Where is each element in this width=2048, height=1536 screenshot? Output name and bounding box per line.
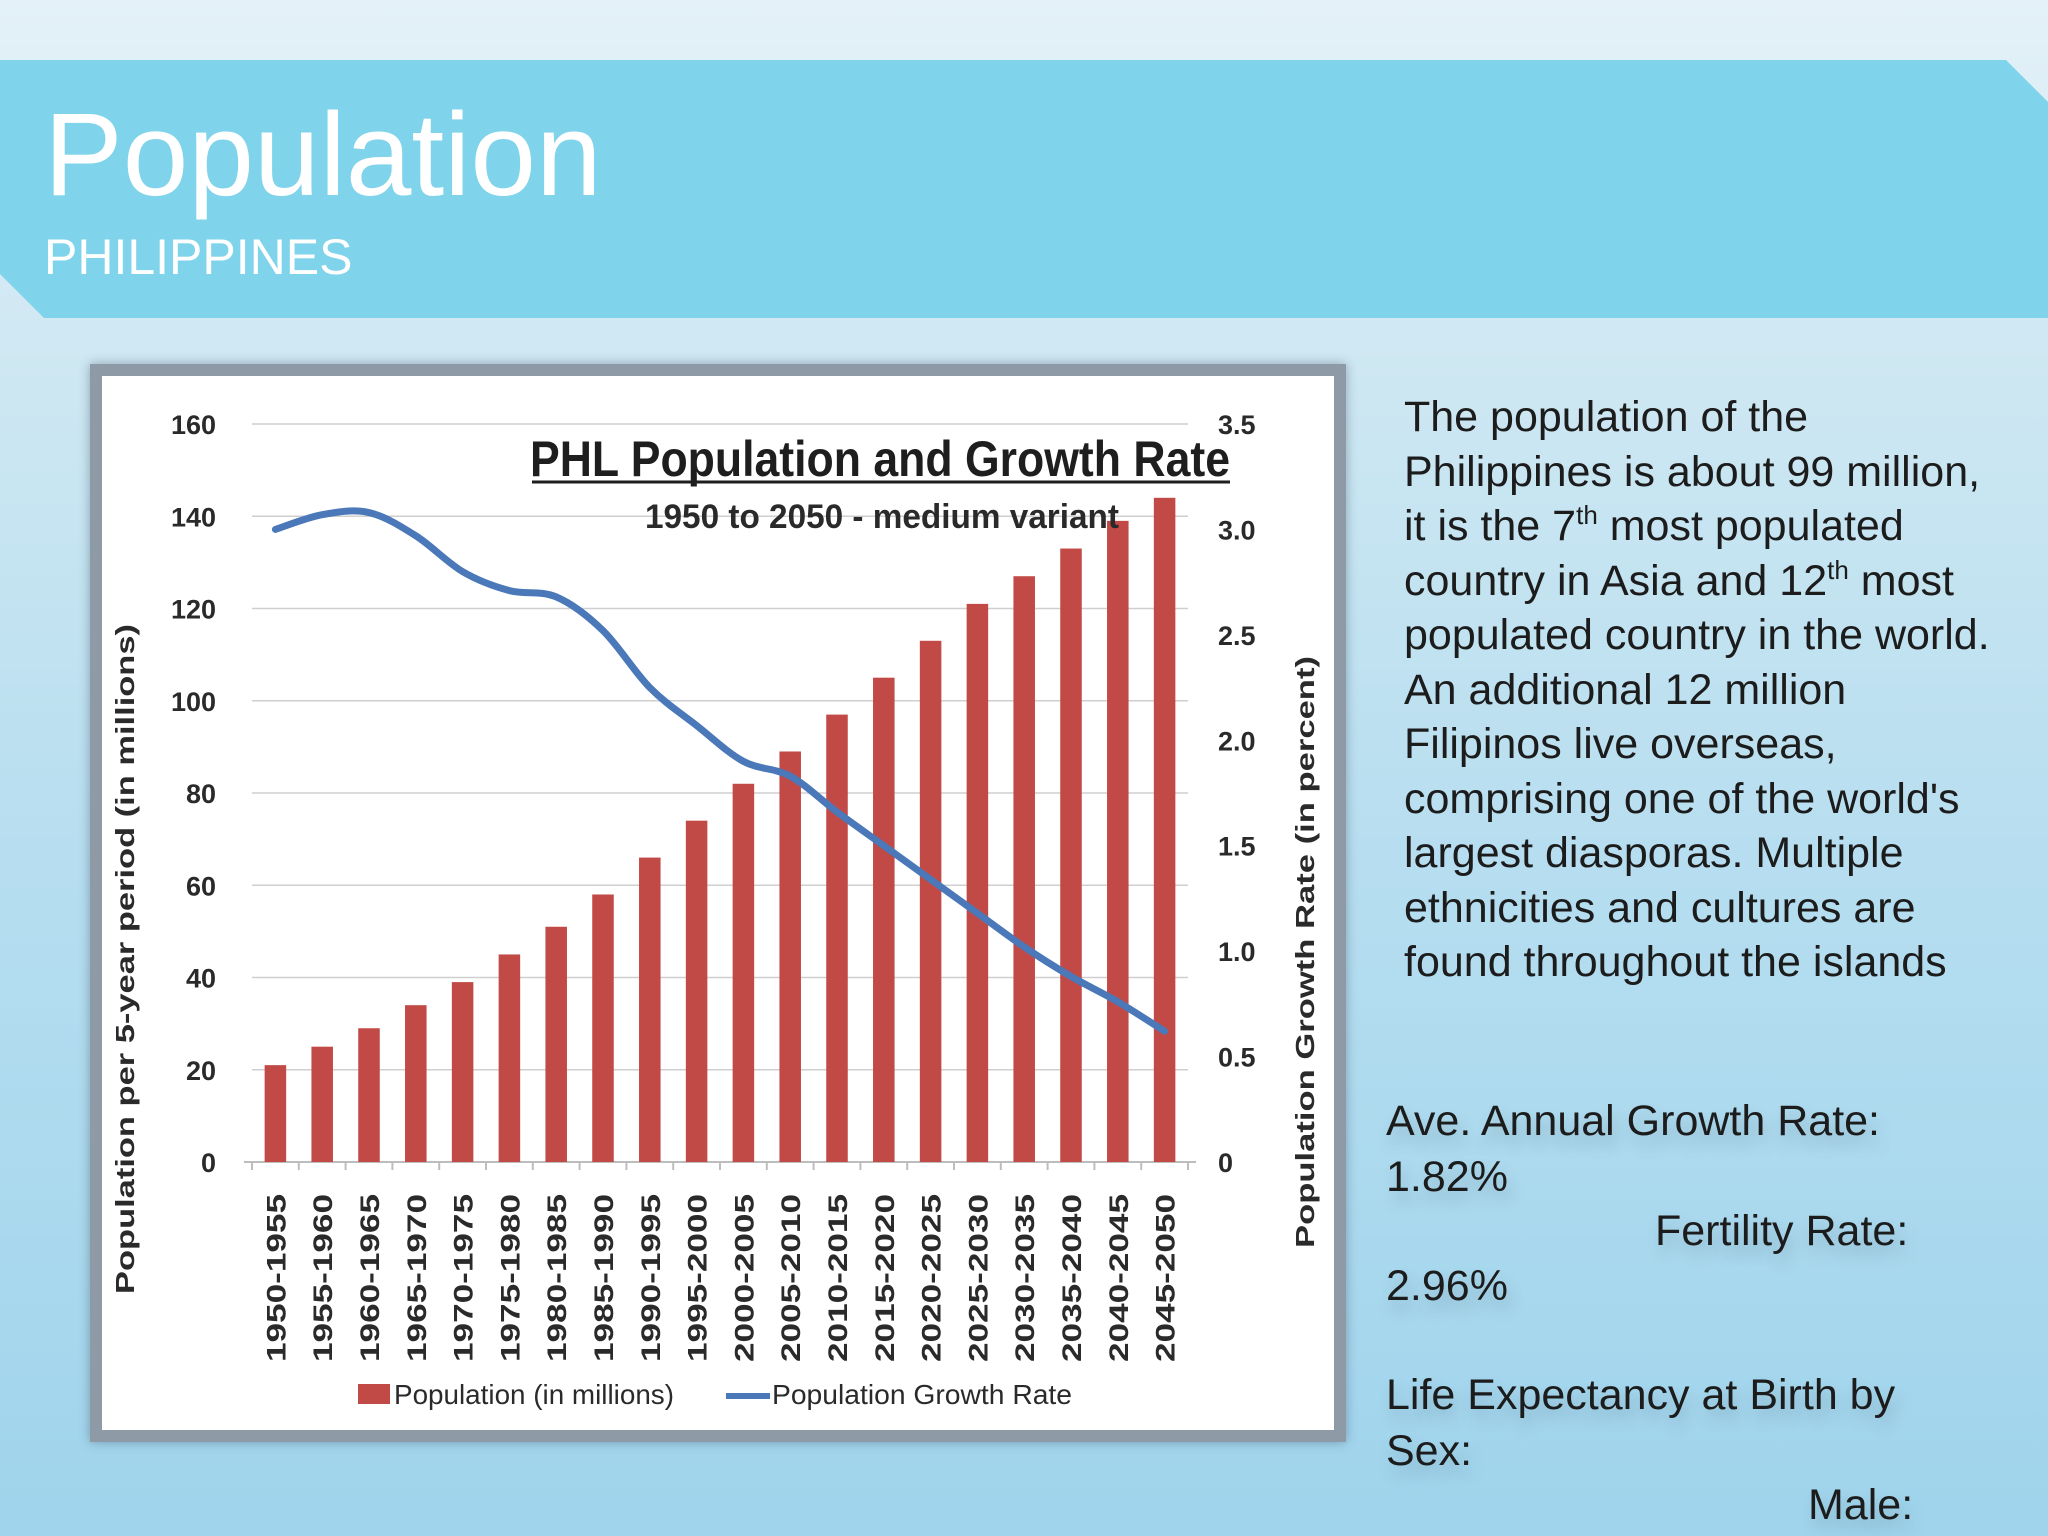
x-tick-label: 2045-2050 <box>1151 1194 1181 1362</box>
title-band-fill <box>0 60 2048 318</box>
y-tick-label: 80 <box>186 779 216 809</box>
y-tick-label: 160 <box>171 410 216 440</box>
y2-tick-label: 2.5 <box>1218 621 1256 651</box>
x-tick-label: 2000-2005 <box>729 1194 759 1362</box>
x-tick-label: 1965-1970 <box>402 1194 432 1362</box>
population-bar <box>498 954 521 1162</box>
slide-subtitle: PHILIPPINES <box>44 229 353 285</box>
life-expectancy-label: Life Expectancy at Birth by <box>1386 1371 1896 1419</box>
y-tick-label: 20 <box>186 1056 216 1086</box>
y-tick-label: 140 <box>171 502 216 532</box>
title-band-shape <box>0 60 2048 318</box>
chart-frame: 0 20 40 60 80 100 120 140 160 0 0.5 1.0 1.5 2.0 2.5 3.0… <box>90 364 1346 1442</box>
population-bar <box>264 1065 287 1162</box>
title-band <box>0 60 2048 318</box>
x-tick-label: 1975-1980 <box>495 1194 525 1362</box>
bar-layer <box>264 497 1176 1162</box>
x-tick-label: 2040-2045 <box>1104 1194 1134 1362</box>
population-bar <box>1153 497 1176 1162</box>
x-tick-label: 2030-2035 <box>1010 1194 1040 1362</box>
y2-axis-label: Population Growth Rate (in percent) <box>1290 656 1320 1248</box>
population-bar <box>405 1005 427 1162</box>
growth-rate-line <box>271 507 1169 1035</box>
population-bar <box>779 751 801 1162</box>
description-part-3: most populated country in the world. An … <box>1404 556 1990 987</box>
y-tick-label: 0 <box>201 1148 216 1178</box>
population-bar <box>919 640 942 1162</box>
y-tick-label: 100 <box>171 687 216 717</box>
description-sup-2: th <box>1827 554 1849 585</box>
description-text: The population of the Philippines is abo… <box>1404 390 2004 990</box>
x-tick-label: 1955-1960 <box>308 1194 338 1362</box>
x-tick-label: 1990-1995 <box>636 1194 666 1362</box>
slide-title: Population <box>44 89 602 221</box>
y2-tick-label: 1.0 <box>1218 937 1256 967</box>
x-tick-label: 2010-2015 <box>823 1194 853 1362</box>
legend-label-growth: Population Growth Rate <box>772 1379 1072 1410</box>
population-bar <box>685 820 708 1162</box>
population-bar <box>639 857 661 1162</box>
male-label: Male: <box>1808 1481 1914 1529</box>
y2-tick-label: 3.5 <box>1218 410 1256 440</box>
fertility-rate-value: 2.96% <box>1386 1262 1508 1310</box>
population-bar <box>358 1028 380 1162</box>
population-bar <box>966 603 989 1162</box>
y2-tick-label: 2.0 <box>1218 726 1256 756</box>
legend-label-population: Population (in millions) <box>394 1379 674 1410</box>
chart-subtitle: 1950 to 2050 - medium variant <box>645 498 1119 536</box>
description-sup-1: th <box>1576 500 1598 530</box>
y2-tick-label: 0 <box>1218 1148 1233 1178</box>
x-tick-label: 2020-2025 <box>917 1194 947 1362</box>
label-layer: 0 20 40 60 80 100 120 140 160 0 0.5 1.0 1.5 2.0 2.5 3.0… <box>171 410 1256 1362</box>
x-tick-label: 1970-1975 <box>449 1194 479 1362</box>
population-bar <box>826 714 848 1162</box>
population-bar <box>1107 520 1129 1162</box>
y-tick-label: 120 <box>171 595 216 625</box>
chart-title: PHL Population and Growth Rate <box>530 431 1230 487</box>
fertility-rate-label: Fertility Rate: <box>1655 1207 1909 1255</box>
x-tick-label: 2015-2020 <box>870 1194 900 1362</box>
population-bar <box>732 783 755 1162</box>
x-tick-label: 1960-1965 <box>355 1194 385 1362</box>
population-bar <box>451 982 474 1162</box>
x-tick-label: 1995-2000 <box>683 1194 713 1362</box>
chart-legend: Population (in millions) Population Grow… <box>358 1379 1072 1410</box>
x-tick-label: 2035-2040 <box>1057 1194 1087 1362</box>
y2-tick-label: 3.0 <box>1218 515 1256 545</box>
x-tick-label: 1985-1990 <box>589 1194 619 1362</box>
axis-layer <box>244 1161 1196 1170</box>
population-bar <box>1060 548 1082 1162</box>
y-tick-label: 40 <box>186 964 216 994</box>
legend-swatch-population <box>358 1384 390 1404</box>
y-axis-label: Population per 5-year period (in million… <box>110 624 140 1294</box>
life-expectancy-label-2: Sex: <box>1386 1427 1473 1475</box>
description-part-2: most populated country in Asia and 12 <box>1404 502 1904 605</box>
growth-rate-label: Ave. Annual Growth Rate: <box>1386 1097 1880 1145</box>
x-tick-label: 1950-1955 <box>261 1194 291 1362</box>
population-bar <box>592 894 614 1162</box>
x-tick-label: 2025-2030 <box>963 1194 993 1362</box>
growth-rate-value: 1.82% <box>1386 1153 1508 1201</box>
population-chart: 0 20 40 60 80 100 120 140 160 0 0.5 1.0 1.5 2.0 2.5 3.0… <box>110 410 1320 1410</box>
x-tick-label: 1980-1985 <box>542 1194 572 1362</box>
description-part-1: The population of the Philippines is abo… <box>1404 393 1981 550</box>
x-tick-label: 2005-2010 <box>776 1194 806 1362</box>
population-bar <box>873 677 895 1162</box>
population-bar <box>1013 576 1035 1162</box>
y2-tick-label: 0.5 <box>1218 1043 1256 1073</box>
y-tick-label: 60 <box>186 871 216 901</box>
line-layer <box>271 507 1169 1035</box>
population-bar <box>545 926 567 1162</box>
y2-tick-label: 1.5 <box>1218 832 1256 862</box>
population-bar <box>311 1046 333 1162</box>
